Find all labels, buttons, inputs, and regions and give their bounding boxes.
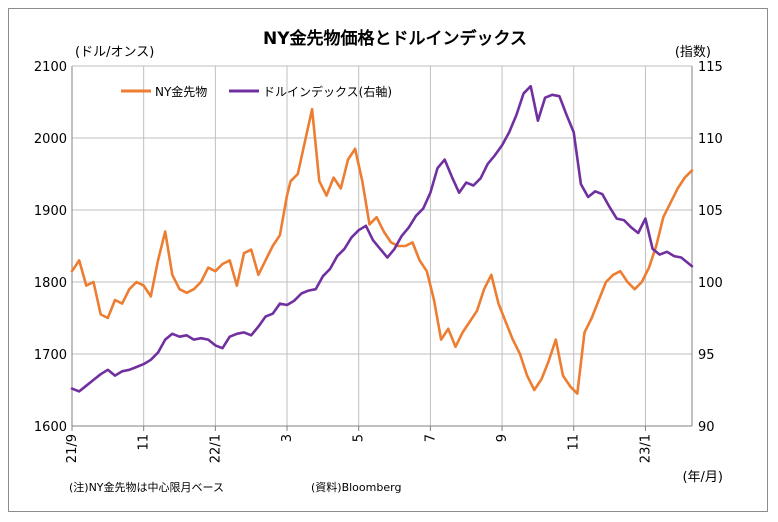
- x-axis-unit: (年/月): [682, 470, 723, 485]
- y-tick-left: 1600: [34, 420, 67, 435]
- legend-label-dollar: ドルインデックス(右軸): [263, 84, 392, 99]
- x-tick-label: 5: [352, 434, 367, 442]
- x-tick-label: 22/1: [208, 434, 223, 463]
- legend: NY金先物 ドルインデックス(右軸): [121, 84, 392, 99]
- series-layer: [70, 84, 694, 395]
- chart: 1600170018001900200021009095100105110115…: [34, 28, 723, 494]
- x-tick-label: 11: [137, 434, 152, 451]
- x-tick-label: 23/1: [638, 434, 653, 463]
- y-tick-right: 115: [698, 60, 723, 75]
- series-line-gold: [70, 107, 694, 395]
- y-tick-left: 2100: [34, 60, 67, 75]
- axes: [71, 65, 693, 431]
- chart-frame: 1600 1700 1800 1900 2000 2100 90 95 100 105 110 115…: [8, 8, 768, 512]
- y-tick-left: 1700: [34, 348, 67, 363]
- grid: [71, 65, 692, 427]
- legend-label-gold: NY金先物: [155, 84, 207, 99]
- y-tick-right: 105: [698, 204, 723, 219]
- y-tick-right: 90: [698, 420, 715, 435]
- x-tick-label: 7: [423, 434, 438, 442]
- x-tick-label: 3: [280, 434, 295, 442]
- y-tick-left: 1800: [34, 276, 67, 291]
- x-tick-label: 21/9: [65, 434, 80, 463]
- right-axis-unit: (指数): [675, 45, 711, 60]
- series-line-dollar-index: [70, 84, 694, 393]
- tick-labels: 1600170018001900200021009095100105110115…: [34, 60, 723, 463]
- y-tick-right: 110: [698, 132, 723, 147]
- y-tick-left: 2000: [34, 132, 67, 147]
- y-tick-left: 1900: [34, 204, 67, 219]
- y-tick-right: 100: [698, 276, 723, 291]
- chart-title: NY金先物価格とドルインデックス: [263, 28, 527, 49]
- x-tick-label: 11: [567, 434, 582, 451]
- y-tick-right: 95: [698, 348, 715, 363]
- note-right: (資料)Bloomberg: [311, 480, 401, 494]
- x-tick-label: 9: [495, 434, 510, 442]
- note-left: (注)NY金先物は中心限月ベース: [69, 480, 224, 494]
- left-axis-unit: (ドル/オンス): [75, 45, 154, 60]
